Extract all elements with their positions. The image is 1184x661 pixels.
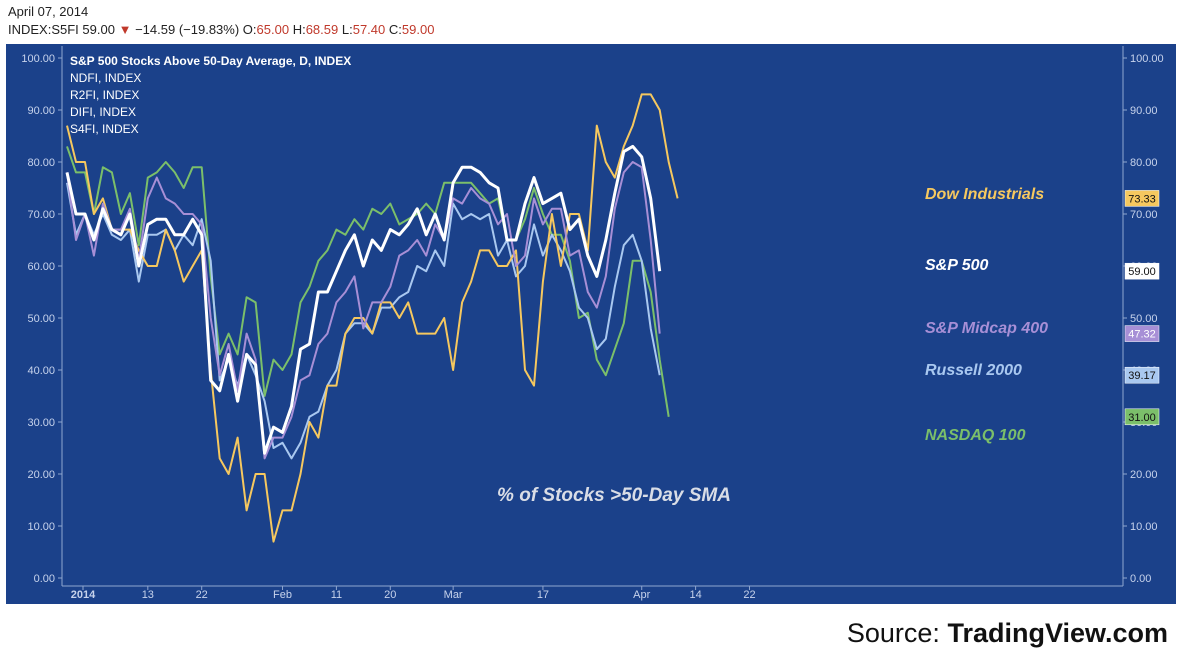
low-label: L: [341,22,353,37]
x-tick-label: 14 [689,589,701,601]
price-change: −14.59 (−19.83%) [135,22,240,37]
source-brand: TradingView.com [947,618,1168,648]
y-tick-label-left: 30.00 [27,417,55,429]
series-name-r2fi: Russell 2000 [925,362,1022,379]
y-tick-label-left: 100.00 [21,53,55,65]
end-value-box-s4fi [1124,325,1160,342]
chart-date: April 07, 2014 [8,4,89,19]
series-name-s4fi: S&P Midcap 400 [925,320,1048,337]
y-tick-label-left: 50.00 [27,313,55,325]
y-tick-label-left: 40.00 [27,365,55,377]
chart-subtitle: % of Stocks >50-Day SMA [497,485,731,506]
series-name-s5fi: S&P 500 [925,257,989,274]
y-tick-label-right: 100.00 [1130,53,1164,65]
series-line-s4fi [66,161,661,460]
end-value-label-ndfi: 31.00 [1128,412,1156,424]
end-value-label-r2fi: 39.17 [1128,370,1156,382]
y-tick-label-left: 10.00 [27,521,55,533]
y-tick-label-left: 90.00 [27,105,55,117]
x-tick-label: Feb [273,589,292,601]
y-tick-label-right: 90.00 [1130,105,1158,117]
high-value: 68.59 [305,22,339,37]
y-tick-label-right: 50.00 [1130,313,1158,325]
open-value: 65.00 [256,22,290,37]
y-tick-label-right: 80.00 [1130,157,1158,169]
symbol-quote-bar: INDEX:S5FI 59.00 ▼ −14.59 (−19.83%) O:65… [8,22,434,37]
y-tick-label-left: 70.00 [27,209,55,221]
series-name-ndfi: NASDAQ 100 [925,427,1026,444]
series-line-difi [66,93,679,543]
chart-title: S&P 500 Stocks Above 50-Day Average, D, … [70,54,351,68]
end-value-label-s5fi: 59.00 [1128,266,1156,278]
legend-entry: R2FI, INDEX [70,88,139,102]
end-value-label-s4fi: 47.32 [1128,329,1156,341]
y-tick-label-right: 10.00 [1130,521,1158,533]
series-line-s5fi [65,144,662,455]
end-value-box-difi [1124,190,1160,207]
low-value: 57.40 [352,22,386,37]
x-tick-label: 22 [743,589,755,601]
end-value-label-difi: 73.33 [1128,193,1156,205]
y-tick-label-right: 0.00 [1130,573,1151,585]
end-value-box-s5fi [1124,262,1160,280]
source-prefix: Source: [846,618,948,648]
change-down-arrow-icon: ▼ [118,22,132,37]
x-tick-label: 11 [331,589,342,601]
end-value-box-ndfi [1124,408,1160,426]
close-label: C: [388,22,402,37]
legend-entry: NDFI, INDEX [70,71,141,85]
plot-background [6,44,1176,604]
symbol-name[interactable]: INDEX:S5FI [8,22,79,37]
x-tick-label: 2014 [71,589,96,601]
source-credit: Source: TradingView.com [847,618,1168,649]
y-tick-label-left: 20.00 [27,469,55,481]
end-value-box-r2fi [1124,366,1160,384]
x-tick-label: 22 [196,589,208,601]
series-name-difi: Dow Industrials [925,186,1044,203]
high-label: H: [292,22,306,37]
y-tick-label-left: 0.00 [34,573,55,585]
x-tick-label: Apr [633,589,650,601]
close-value: 59.00 [401,22,435,37]
x-tick-label: 20 [384,589,396,601]
last-price: 59.00 [82,22,115,37]
series-line-ndfi [66,146,670,417]
legend-entry: S4FI, INDEX [70,122,139,136]
x-tick-label: 17 [537,589,549,601]
y-tick-label-left: 60.00 [27,261,55,273]
y-tick-label-left: 80.00 [27,157,55,169]
y-tick-label-right: 20.00 [1130,469,1158,481]
legend-entry: DIFI, INDEX [70,105,136,119]
open-label: O: [242,22,257,37]
x-tick-label: Mar [444,589,463,601]
y-tick-label-right: 70.00 [1130,209,1158,221]
x-tick-label: 13 [142,589,154,601]
